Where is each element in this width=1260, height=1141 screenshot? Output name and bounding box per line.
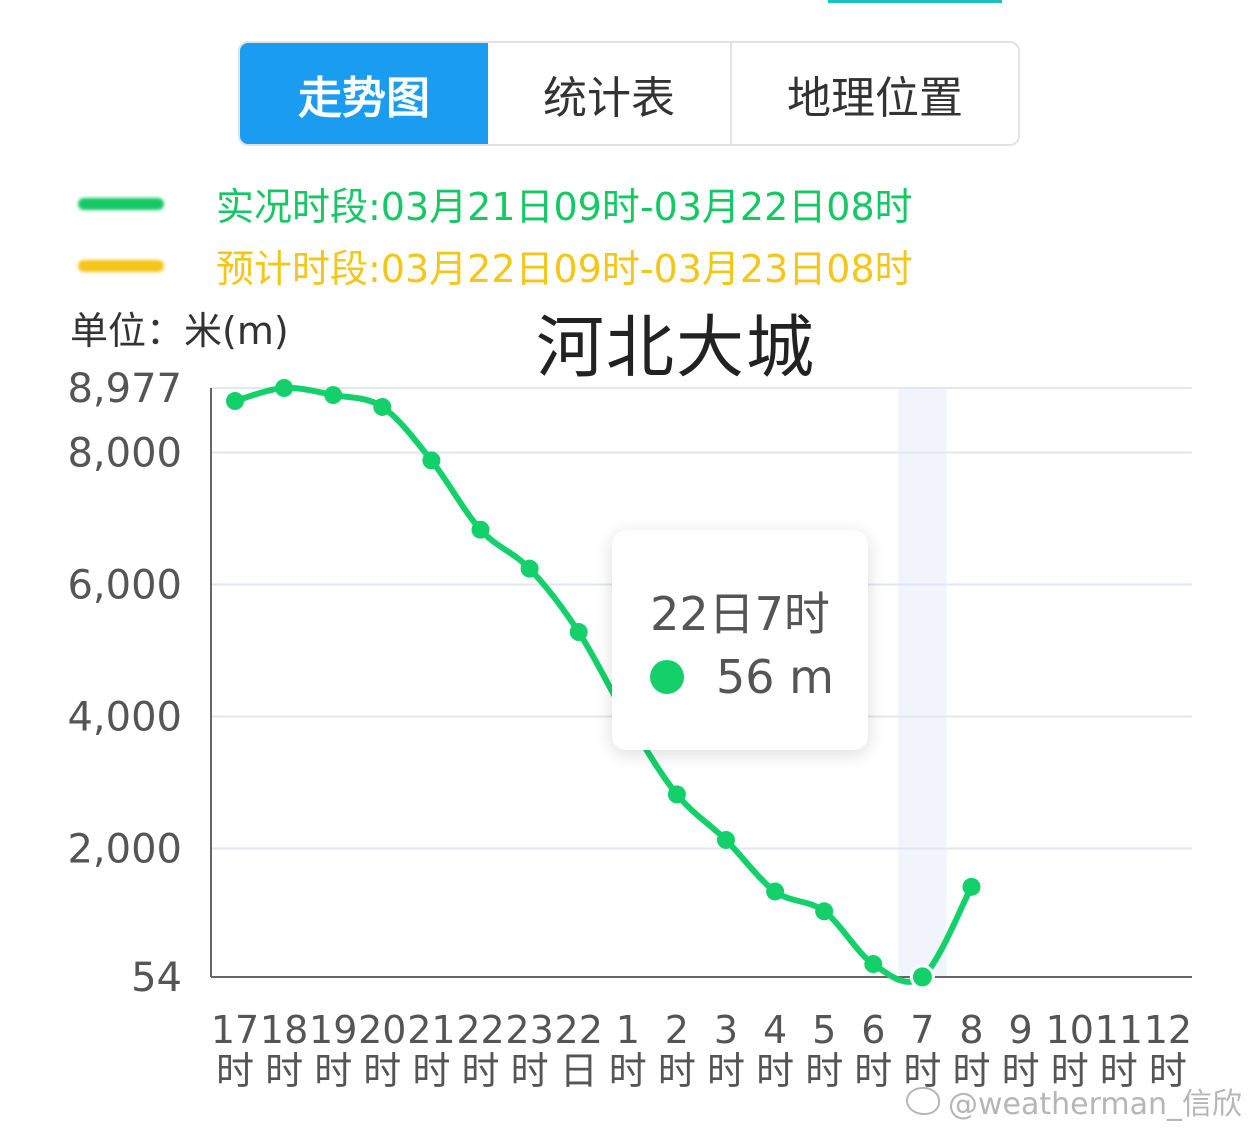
data-point [324,386,343,405]
x-tick-unit: 时 [658,1049,696,1093]
x-tick-label: 22 [456,1008,504,1052]
watermark-text: @weatherman_信欣 [947,1087,1242,1122]
x-tick-unit: 时 [609,1049,647,1093]
x-tick-label: 8 [959,1008,983,1052]
x-tick-label: 19 [309,1008,357,1052]
data-point [766,882,785,901]
x-tick-label: 10 [1046,1008,1094,1052]
top-accent-bar [828,0,1002,3]
y-tick-label: 54 [131,955,182,1001]
data-point [569,623,588,642]
x-tick-unit: 时 [1149,1049,1187,1093]
y-tick-label: 4,000 [67,695,182,741]
x-tick-label: 11 [1095,1008,1143,1052]
data-point [864,955,883,974]
tooltip-value: 56 m [716,650,834,704]
legend-forecast: 预计时段:03月22日09时-03月23日08时 [78,238,913,293]
x-tick-unit: 时 [1002,1049,1040,1093]
chart-tooltip: 22日7时 56 m [612,530,868,750]
data-point [520,559,539,578]
data-point [815,902,834,921]
x-tick-unit: 时 [461,1049,499,1093]
x-tick-unit: 时 [216,1049,254,1093]
location-title: 河北大城 [536,309,817,388]
tooltip-time: 22日7时 [650,587,830,641]
weibo-icon [905,1087,940,1115]
x-tick-label: 1 [616,1008,640,1052]
x-tick-unit: 时 [314,1049,352,1093]
y-tick-label: 2,000 [67,827,182,873]
x-tick-label: 12 [1144,1008,1192,1052]
x-tick-unit: 时 [412,1049,450,1093]
data-point [471,520,490,539]
legend-forecast-label: 预计时段:03月22日09时-03月23日08时 [216,247,913,291]
x-tick-unit: 时 [1051,1049,1089,1093]
y-tick-label: 8,977 [67,366,182,412]
x-tick-unit: 时 [952,1049,990,1093]
x-tick-unit: 时 [756,1049,794,1093]
legend-actual-swatch [78,197,164,210]
tab-statistics[interactable]: 统计表 [488,43,732,144]
x-tick-label: 3 [714,1008,738,1052]
x-tick-unit: 时 [1100,1049,1138,1093]
x-tick-label: 17 [211,1008,259,1052]
x-tick-label: 18 [260,1008,308,1052]
tab-location[interactable]: 地理位置 [787,72,963,124]
data-point [373,397,392,416]
x-tick-label: 4 [763,1008,787,1052]
data-point [909,964,935,990]
x-tick-unit: 时 [903,1049,941,1093]
x-tick-unit: 时 [805,1049,843,1093]
legend-actual-label: 实况时段:03月21日09时-03月22日08时 [216,185,913,229]
x-tick-label: 6 [861,1008,885,1052]
x-tick-unit: 时 [854,1049,892,1093]
x-tick-label: 7 [910,1008,934,1052]
view-tabs: 走势图 统计表 地理位置 [238,41,1020,146]
series-line [234,384,975,985]
data-point [275,379,294,397]
data-point [962,877,981,896]
x-tick-label: 23 [505,1008,553,1052]
x-tick-label: 5 [812,1008,836,1052]
tab-trend[interactable]: 走势图 [240,43,488,144]
tooltip-series-dot [650,660,684,694]
data-point [667,785,686,804]
data-point [422,451,441,470]
x-tick-unit: 时 [707,1049,745,1093]
legend-forecast-swatch [78,259,164,272]
data-point [226,392,244,411]
x-tick-label: 2 [665,1008,689,1052]
x-tick-unit: 时 [363,1049,401,1093]
x-tick-unit: 日 [560,1049,598,1093]
y-tick-label: 8,000 [67,430,182,476]
y-tick-label: 6,000 [67,563,182,609]
legend-actual: 实况时段:03月21日09时-03月22日08时 [78,176,913,231]
x-tick-unit: 时 [511,1049,549,1093]
hover-band [898,388,947,977]
x-tick-label: 20 [358,1008,406,1052]
x-tick-label: 9 [1009,1008,1033,1052]
x-tick-unit: 时 [265,1049,303,1093]
x-tick-label: 21 [407,1008,455,1052]
unit-label: 单位：米(m) [70,309,289,353]
watermark: @weatherman_信欣 [905,1079,1242,1123]
x-tick-label: 22 [555,1008,603,1052]
data-point [717,830,735,849]
